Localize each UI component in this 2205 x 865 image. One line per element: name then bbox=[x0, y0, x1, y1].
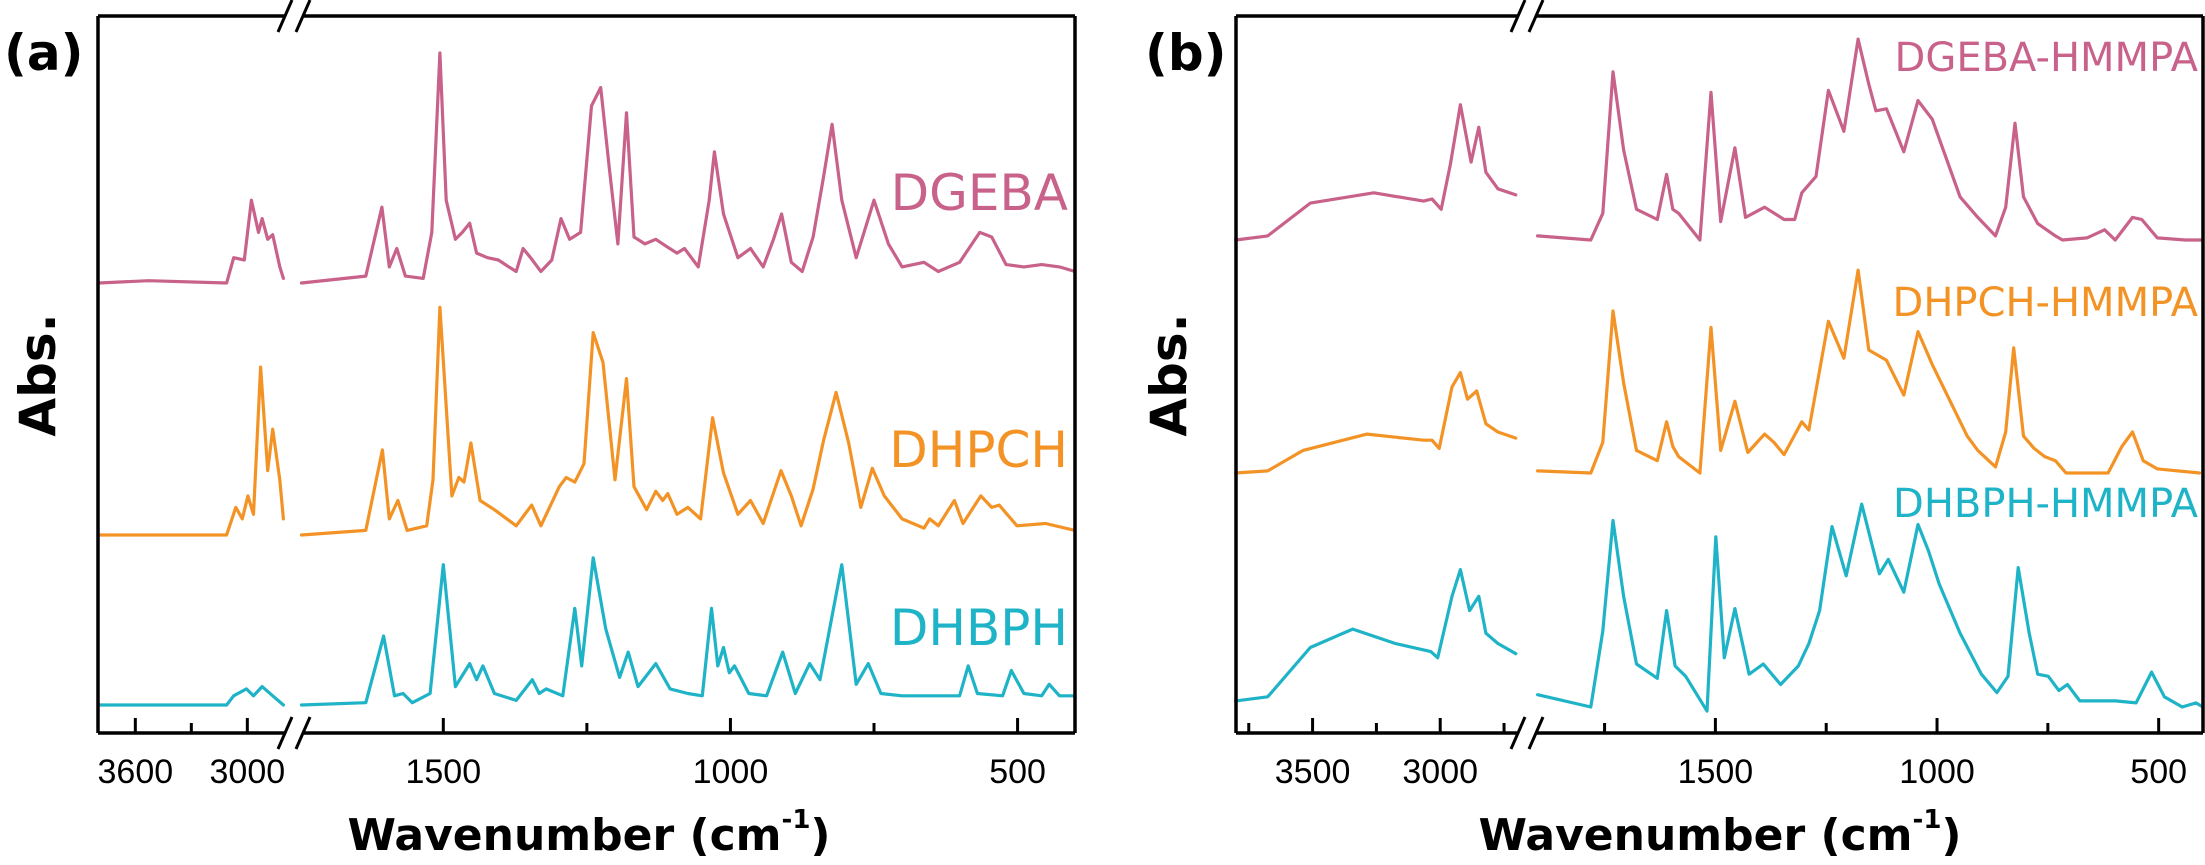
x-axis-title-text: Wavenumber (cm bbox=[1478, 810, 1912, 861]
tick-label-1500: 1500 bbox=[405, 753, 481, 791]
panel-b-plot-area: 3500 3000 1500 1000 500 bbox=[1234, 0, 2205, 791]
panel-b-y-axis-title: Abs. bbox=[1140, 313, 1198, 436]
tick-label-3500: 3500 bbox=[1275, 753, 1351, 791]
spectrum-dhbph-low-range bbox=[299, 556, 1077, 707]
series-label-dgeba: DGEBA bbox=[891, 164, 1068, 222]
axis-break-mark-top-0 bbox=[276, 0, 294, 33]
series-label-dhbph: DHBPH bbox=[890, 599, 1068, 657]
tick-label-500: 500 bbox=[989, 753, 1046, 791]
spectrum-dhpch-hmmpa-high-range bbox=[1234, 371, 1518, 475]
x-axis-title-end: ) bbox=[810, 810, 830, 861]
spectrum-dgeba-low-range bbox=[299, 51, 1077, 285]
spectrum-dhbph-high-range bbox=[97, 684, 285, 707]
tick-label-3600: 3600 bbox=[98, 753, 174, 791]
tick-label-1000: 1000 bbox=[1899, 753, 1975, 791]
axis-break-mark-bottom-0 bbox=[1509, 716, 1527, 750]
tick-label-3000: 3000 bbox=[210, 753, 286, 791]
spectrum-dgeba-hmmpa-high-range bbox=[1234, 103, 1518, 242]
spectrum-dgeba-hmmpa-low-range bbox=[1535, 37, 2205, 242]
axis-break-mark-top-1 bbox=[1527, 0, 1545, 33]
axis-break-mark-bottom-1 bbox=[294, 716, 312, 750]
x-axis-title-end: ) bbox=[1941, 810, 1961, 861]
panel-b-x-axis-title: Wavenumber (cm-1) bbox=[1478, 805, 1961, 861]
series-label-dhpch: DHPCH bbox=[889, 421, 1068, 479]
spectrum-dhpch-high-range bbox=[97, 365, 285, 537]
panel-b-label: (b) bbox=[1145, 24, 1227, 82]
tick-label-1000: 1000 bbox=[693, 753, 769, 791]
axis-break-mark-top-1 bbox=[294, 0, 312, 33]
spectrum-dhbph-hmmpa-high-range bbox=[1234, 567, 1518, 703]
x-axis-title-text: Wavenumber (cm bbox=[347, 810, 781, 861]
axis-break-mark-bottom-0 bbox=[276, 716, 294, 750]
series-label-dgeba-hmmpa: DGEBA-HMMPA bbox=[1895, 35, 2199, 81]
tick-label-3000: 3000 bbox=[1402, 753, 1478, 791]
tick-label-500: 500 bbox=[2130, 753, 2187, 791]
panel-a-y-axis-title: Abs. bbox=[9, 313, 67, 436]
spectrum-dhbph-hmmpa-low-range bbox=[1535, 502, 2205, 713]
tick-label-1500: 1500 bbox=[1678, 753, 1754, 791]
spectrum-dhpch-hmmpa-low-range bbox=[1535, 268, 2202, 475]
panel-a: (a) Abs. Wavenumber (cm-1) 3600 3000 1500 1… bbox=[4, 0, 1077, 861]
series-label-dhbph-hmmpa: DHBPH-HMMPA bbox=[1893, 481, 2199, 527]
panel-a-x-axis-title: Wavenumber (cm-1) bbox=[347, 805, 830, 861]
axis-break-mark-bottom-1 bbox=[1527, 716, 1545, 750]
x-axis-title-superscript: -1 bbox=[1913, 805, 1942, 835]
axis-break-mark-top-0 bbox=[1509, 0, 1527, 33]
series-label-dhpch-hmmpa: DHPCH-HMMPA bbox=[1893, 280, 2199, 326]
spectrum-dhpch-low-range bbox=[299, 305, 1077, 537]
panel-a-label: (a) bbox=[4, 24, 83, 82]
x-axis-title-superscript: -1 bbox=[782, 805, 811, 835]
spectrum-dgeba-high-range bbox=[97, 198, 285, 285]
panel-a-plot-area: 3600 3000 1500 1000 500 bbox=[96, 0, 1077, 791]
panel-b: (b) Abs. Wavenumber (cm-1) 3500 3000 1500 1… bbox=[1140, 0, 2205, 861]
